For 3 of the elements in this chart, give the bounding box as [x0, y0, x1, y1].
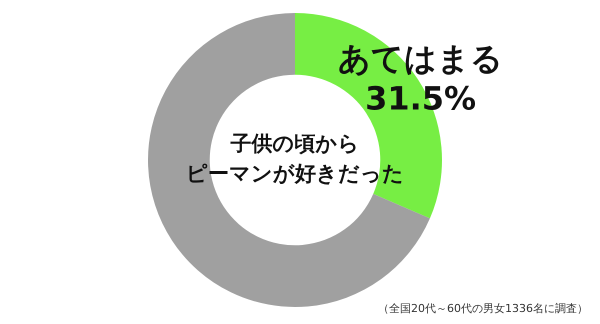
slice-label: あてはまる — [338, 40, 504, 78]
text: （全国20代～60代の男女1336名に調査） — [378, 301, 588, 316]
text: 子供の頃からピーマンが好きだった — [186, 131, 404, 186]
